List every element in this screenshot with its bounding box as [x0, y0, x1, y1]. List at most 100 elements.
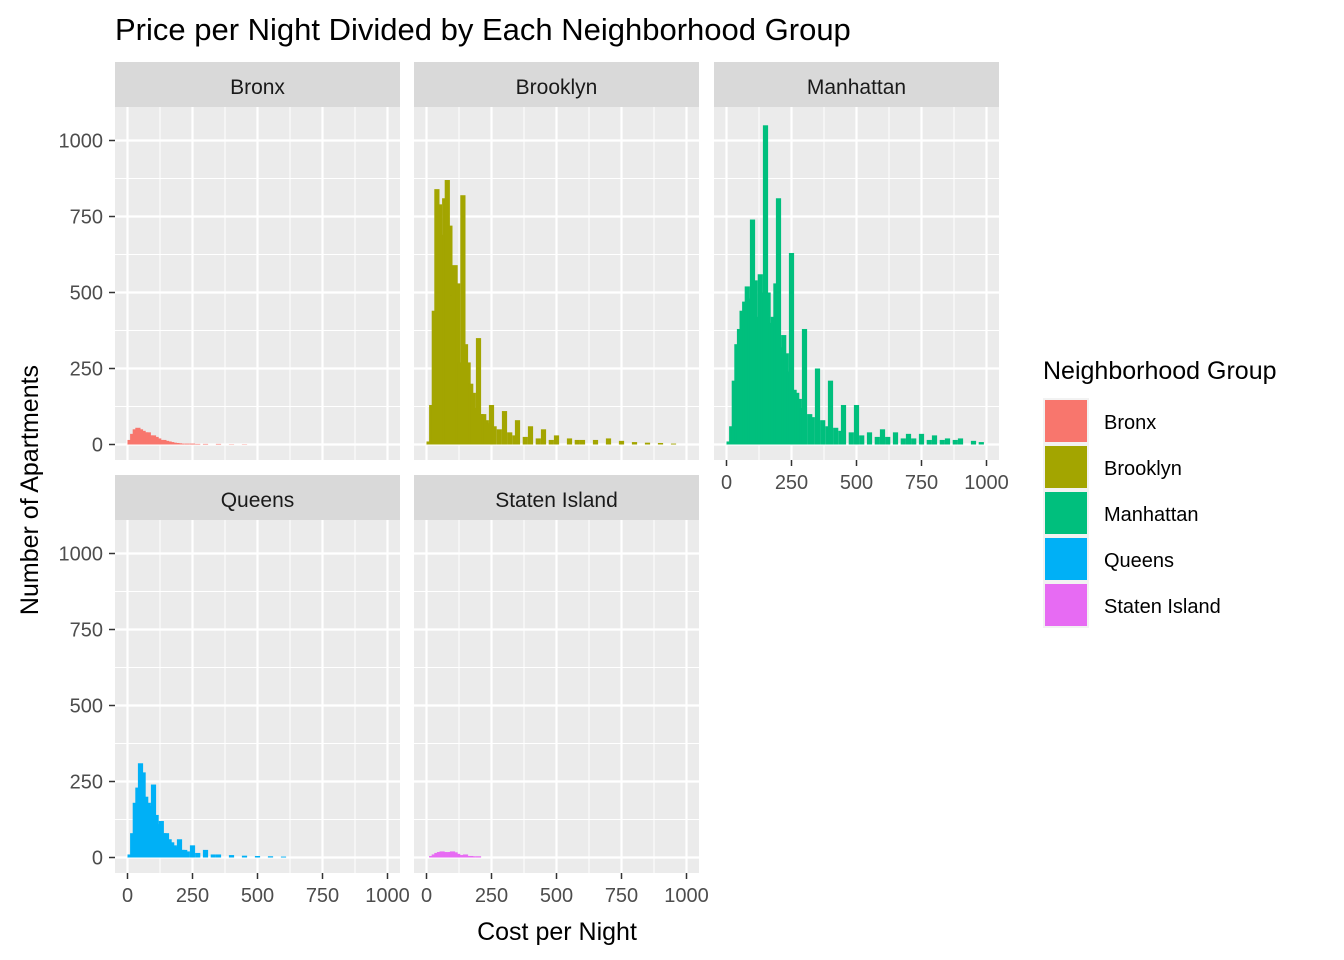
histogram-bar — [885, 436, 891, 445]
strip-background — [414, 62, 699, 107]
histogram-bar — [522, 436, 528, 445]
legend-swatch — [1045, 584, 1087, 626]
histogram-bar — [866, 432, 873, 445]
histogram-bar — [788, 252, 795, 445]
facet-queens: Queens 0 250 500 750 1000 0 250 500 750 1000 — [59, 475, 410, 907]
histogram-bar — [475, 856, 482, 858]
legend-item-manhattan: Manhattan — [1043, 490, 1199, 536]
y-tick-label: 750 — [70, 207, 103, 229]
histogram-bar — [184, 851, 190, 858]
strip-label: Bronx — [230, 76, 285, 99]
histogram-bar — [195, 852, 201, 858]
legend-title: Neighborhood Group — [1043, 357, 1277, 385]
histogram-bar — [267, 856, 274, 858]
legend-item-staten-island: Staten Island — [1043, 582, 1221, 628]
histogram-bar — [944, 438, 951, 445]
x-tick-label: 0 — [721, 472, 732, 494]
histogram-bar — [859, 435, 865, 445]
histogram-bar — [228, 855, 235, 858]
strip-label: Staten Island — [495, 489, 618, 512]
y-tick-label: 1000 — [59, 544, 104, 566]
histogram-bar — [874, 436, 880, 445]
strip-background — [714, 62, 999, 107]
histogram-bar — [631, 442, 638, 445]
histogram-bar — [918, 433, 925, 445]
histogram-bar — [814, 368, 821, 445]
histogram-bar — [892, 432, 899, 445]
histogram-bar — [171, 442, 177, 445]
legend-swatch — [1045, 492, 1087, 534]
legend-item-bronx: Bronx — [1043, 398, 1156, 444]
histogram-bar — [957, 438, 964, 445]
histogram-bar — [853, 404, 860, 445]
histogram-bar — [189, 443, 196, 445]
histogram-bar — [145, 802, 151, 858]
histogram-bar — [900, 438, 906, 445]
histogram-bar — [195, 443, 201, 445]
histogram-bar — [657, 442, 664, 445]
x-tick-label: 500 — [540, 885, 573, 907]
strip-label: Queens — [221, 489, 295, 512]
histogram-bar — [781, 335, 787, 445]
x-tick-label: 0 — [421, 885, 432, 907]
histogram-bar — [755, 316, 761, 445]
histogram-bar — [184, 443, 190, 445]
legend-label: Queens — [1104, 550, 1174, 572]
histogram-bar — [254, 855, 261, 858]
y-tick-label: 0 — [92, 435, 103, 457]
histogram-bar — [176, 839, 183, 858]
histogram-bar — [644, 442, 651, 445]
histogram-bar — [189, 845, 196, 858]
histogram-bar — [241, 855, 248, 858]
histogram-bar — [514, 420, 521, 445]
x-tick-label: 1000 — [964, 472, 1009, 494]
histogram-bar — [553, 435, 560, 445]
histogram-bar — [179, 443, 185, 445]
legend-swatch — [1045, 400, 1087, 442]
histogram-bar — [978, 442, 984, 445]
histogram-bar — [507, 432, 513, 445]
strip-label: Brooklyn — [516, 76, 598, 99]
legend-label: Manhattan — [1104, 504, 1199, 526]
histogram-bar — [280, 856, 287, 858]
strip-label: Manhattan — [807, 76, 906, 99]
histogram-bar — [501, 411, 508, 445]
histogram-bar — [801, 328, 808, 445]
y-tick-label: 500 — [70, 696, 103, 718]
histogram-bar — [848, 432, 854, 445]
legend-label: Brooklyn — [1104, 458, 1182, 480]
histogram-bar — [470, 856, 476, 858]
x-axis-label: Cost per Night — [477, 918, 637, 946]
histogram-bar — [145, 432, 151, 445]
legend-swatch — [1045, 446, 1087, 488]
strip-background — [115, 475, 400, 520]
histogram-bar — [491, 426, 497, 445]
histogram-bar — [158, 439, 164, 445]
histogram-bar — [827, 380, 834, 445]
histogram-bar — [574, 439, 580, 445]
strip-background — [115, 62, 400, 107]
facet-panels: Bronx 0 250 500 750 1000 Brooklyn Manhattan 0 250… — [59, 62, 1009, 907]
histogram-bar — [460, 195, 466, 445]
histogram-bar — [618, 440, 625, 445]
histogram-bar — [132, 802, 138, 858]
legend-item-brooklyn: Brooklyn — [1043, 444, 1182, 490]
histogram-bar — [820, 420, 826, 445]
histogram-bar — [807, 414, 813, 445]
x-tick-label: 500 — [840, 472, 873, 494]
histogram-bar — [527, 426, 534, 445]
legend-item-queens: Queens — [1043, 536, 1174, 582]
y-tick-label: 1000 — [59, 131, 104, 153]
histogram-bar — [215, 443, 222, 445]
histogram-bar — [729, 426, 735, 445]
facet-bronx: Bronx 0 250 500 750 1000 — [59, 62, 400, 460]
legend-swatch — [1045, 538, 1087, 580]
histogram-bar — [809, 417, 815, 445]
histogram-bar — [605, 438, 612, 445]
histogram-bar — [132, 429, 138, 445]
histogram-bar — [215, 854, 222, 858]
y-tick-label: 0 — [92, 848, 103, 870]
x-tick-label: 250 — [775, 472, 808, 494]
x-tick-label: 750 — [306, 885, 339, 907]
facet-manhattan: Manhattan 0 250 500 750 1000 — [714, 62, 1009, 494]
